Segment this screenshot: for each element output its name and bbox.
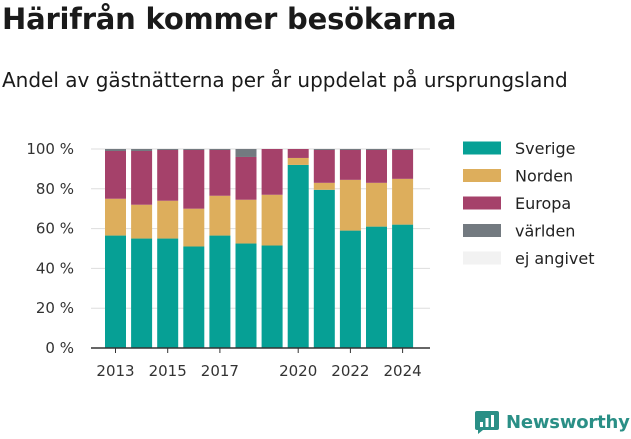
bar-segment-Norden-2014: [131, 204, 153, 239]
bar-segment-Sverige-2020: [287, 164, 309, 348]
y-tick-label: 80 %: [36, 180, 74, 198]
legend-swatch: [463, 196, 501, 210]
bar-segment-Norden-2013: [105, 198, 126, 236]
bar-stack-2016: [183, 149, 205, 348]
bar-segment-världen-2016: [183, 149, 205, 150]
bar-segment-världen-2018: [235, 149, 257, 157]
bar-segment-Norden-2017: [209, 195, 231, 236]
bar-segment-Norden-2021: [313, 182, 335, 190]
legend-label: Norden: [515, 167, 573, 186]
bar-segment-Europa-2016: [183, 149, 205, 209]
legend-label: Europa: [515, 194, 571, 213]
bar-segment-världen-2021: [313, 149, 335, 150]
bar-stack-2014: [131, 149, 153, 348]
x-tick-label: 2020: [279, 362, 317, 380]
bar-segment-Norden-2018: [235, 199, 257, 244]
bar-segment-Sverige-2013: [105, 235, 126, 348]
bar-segment-Sverige-2022: [339, 230, 361, 348]
brand-logo: Newsworthy: [474, 408, 630, 436]
bar-segment-Norden-2015: [157, 200, 179, 239]
bar-stack-2020: [287, 149, 309, 348]
bar-segment-Europa-2021: [313, 149, 335, 183]
legend-swatch: [463, 141, 501, 155]
bar-segment-Europa-2020: [287, 149, 309, 158]
legend-swatch: [463, 224, 501, 237]
bar-segment-Sverige-2017: [209, 235, 231, 348]
bar-segment-Europa-2013: [105, 150, 126, 199]
bar-stack-2017: [209, 149, 231, 348]
bar-segment-Europa-2019: [261, 149, 283, 195]
y-tick-label: 0 %: [45, 339, 74, 357]
bar-stack-2021: [313, 149, 335, 348]
legend-item-Sverige: Sverige: [463, 139, 576, 158]
bar-segment-Sverige-2015: [157, 238, 179, 348]
bar-segment-världen-2014: [131, 149, 153, 151]
chart-title: Härifrån kommer besökarna: [2, 2, 457, 36]
bar-segment-Norden-2023: [366, 182, 387, 227]
legend-label: Sverige: [515, 139, 576, 158]
legend-item-Europa: Europa: [463, 194, 571, 213]
bar-segment-Sverige-2021: [313, 189, 335, 348]
bar-segment-Sverige-2016: [183, 246, 205, 348]
bar-segment-Sverige-2024: [392, 224, 414, 348]
bar-segment-Europa-2022: [339, 149, 361, 180]
bar-stack-2013: [105, 149, 126, 348]
bar-segment-Europa-2014: [131, 150, 153, 205]
bar-segment-Norden-2024: [392, 178, 414, 225]
legend-swatch: [463, 169, 501, 182]
bar-segment-världen-2024: [392, 149, 414, 150]
bar-stack-2015: [157, 149, 179, 348]
axes: 0 % 20 % 40 % 60 % 80 % 100 % 2013 2015 2017 2020…: [26, 140, 430, 380]
y-tick-label: 100 %: [26, 140, 74, 158]
bar-segment-världen-2017: [209, 149, 231, 150]
bar-segment-Europa-2023: [366, 149, 387, 183]
legend-label: världen: [515, 222, 575, 241]
x-tick-label: 2013: [96, 362, 134, 380]
bar-segment-världen-2013: [105, 149, 126, 151]
bar-segment-Europa-2018: [235, 156, 257, 200]
bar-segment-Norden-2022: [339, 179, 361, 231]
x-tick-label: 2022: [331, 362, 369, 380]
bar-stack-2023: [366, 149, 387, 348]
legend-swatch: [463, 251, 501, 265]
bar-segment-Sverige-2019: [261, 245, 283, 348]
y-tick-label: 40 %: [36, 259, 74, 277]
x-tick-label: 2015: [149, 362, 187, 380]
bar-segment-världen-2023: [366, 149, 387, 150]
bar-segment-världen-2022: [339, 149, 361, 150]
bar-stack-2019: [261, 149, 283, 348]
bar-stack-2024: [392, 149, 414, 348]
x-tick-label: 2024: [384, 362, 422, 380]
bar-segment-Sverige-2018: [235, 243, 257, 348]
y-tick-label: 60 %: [36, 220, 74, 238]
legend: Sverige Norden Europa världen ej angivet: [463, 139, 595, 268]
bar-segment-Norden-2020: [287, 157, 309, 165]
bar-segment-Norden-2016: [183, 208, 205, 247]
legend-item-Norden: Norden: [463, 167, 573, 186]
bar-stack-2018: [235, 149, 257, 348]
legend-item-ej-angivet: ej angivet: [463, 249, 595, 268]
bar-segment-Norden-2019: [261, 194, 283, 246]
bar-segment-Europa-2015: [157, 149, 179, 201]
bars: [105, 149, 414, 348]
bar-segment-Sverige-2014: [131, 238, 153, 348]
x-tick-label: 2017: [201, 362, 239, 380]
bar-segment-Europa-2024: [392, 149, 414, 179]
brand-name: Newsworthy: [506, 411, 630, 433]
bar-segment-Europa-2017: [209, 149, 231, 196]
bar-segment-Sverige-2023: [366, 226, 387, 348]
y-tick-label: 20 %: [36, 299, 74, 317]
newsworthy-logo-icon: [475, 411, 499, 434]
chart-subtitle: Andel av gästnätterna per år uppdelat på…: [2, 68, 568, 92]
bar-segment-världen-2015: [157, 149, 179, 150]
legend-label: ej angivet: [515, 249, 595, 268]
legend-item-världen: världen: [463, 222, 575, 241]
stacked-bar-chart: 0 % 20 % 40 % 60 % 80 % 100 % 2013 2015 2017 2020…: [26, 139, 595, 380]
bar-stack-2022: [339, 149, 361, 348]
